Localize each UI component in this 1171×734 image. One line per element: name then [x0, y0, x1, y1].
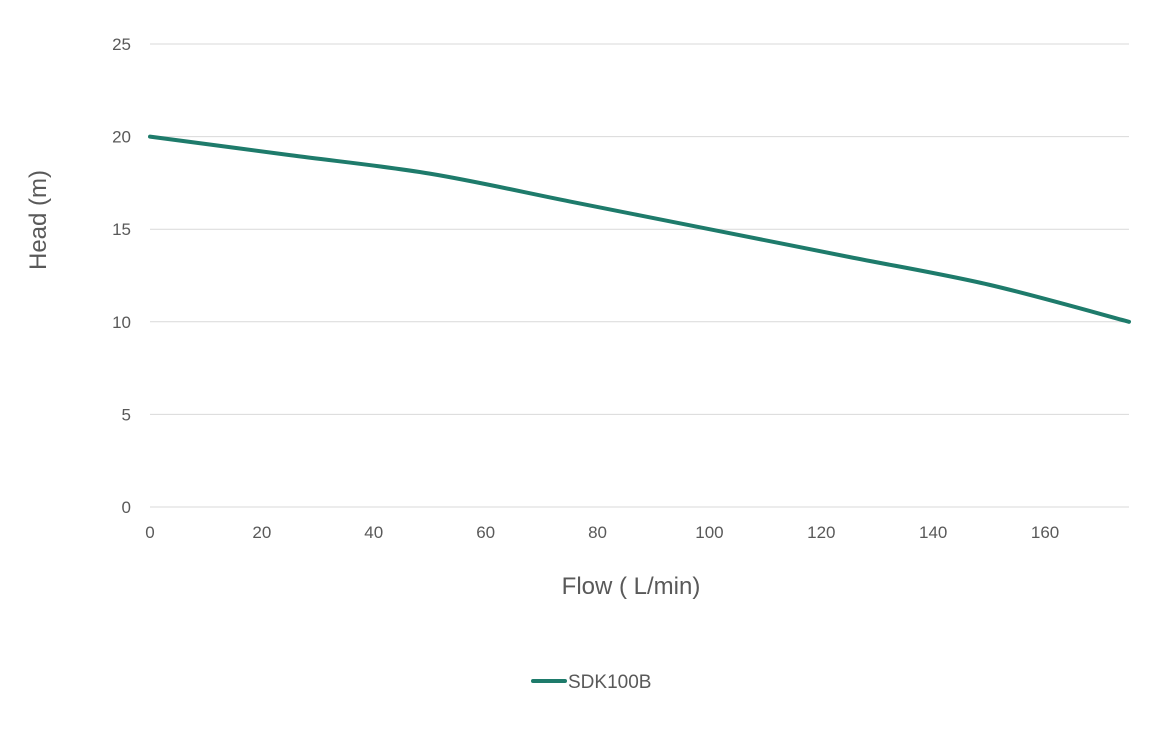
y-tick-label: 15	[112, 220, 131, 239]
x-tick-label: 120	[807, 523, 835, 542]
y-tick-label: 10	[112, 313, 131, 332]
y-tick-label: 5	[122, 405, 131, 424]
series-layer	[148, 134, 1131, 324]
legend-label-sdk100b: SDK100B	[568, 672, 651, 693]
y-tick-label: 20	[112, 128, 131, 147]
x-tick-label: 100	[695, 523, 723, 542]
x-tick-label: 0	[145, 523, 154, 542]
x-tick-label: 60	[476, 523, 495, 542]
y-tick-label: 25	[112, 35, 131, 54]
x-tick-label: 20	[252, 523, 271, 542]
x-tick-label: 160	[1031, 523, 1059, 542]
x-axis-title: Flow ( L/min)	[562, 573, 701, 600]
y-axis-title: Head (m)	[25, 170, 52, 270]
x-tick-label: 80	[588, 523, 607, 542]
y-tick-label: 0	[122, 498, 131, 517]
x-tick-label: 140	[919, 523, 947, 542]
x-axis-ticks: 0 20 40 60 80 100 120 140 160	[145, 523, 1059, 542]
x-tick-label: 40	[364, 523, 383, 542]
series-line-sdk100b	[148, 134, 1131, 324]
legend: SDK100B	[531, 672, 651, 693]
y-axis-ticks: 0 5 10 15 20 25	[112, 35, 131, 517]
gridlines	[150, 43, 1129, 508]
